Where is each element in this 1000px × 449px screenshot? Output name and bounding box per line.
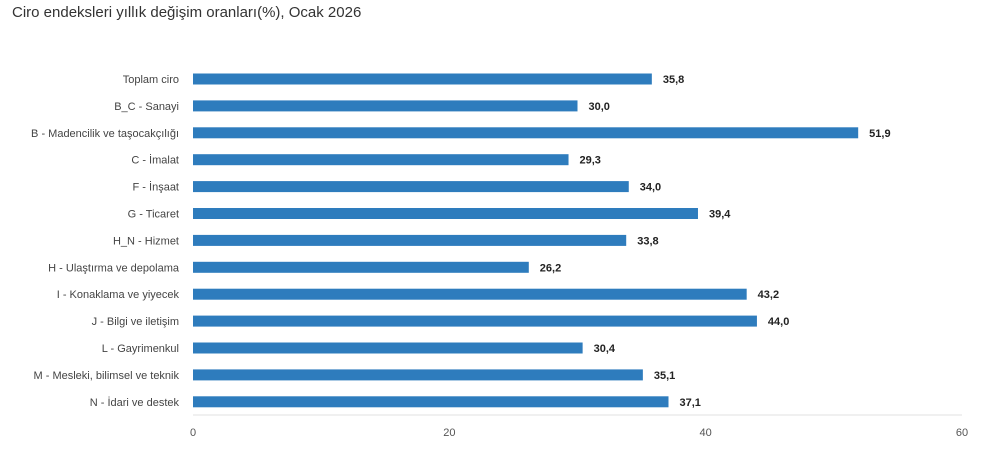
category-label: M - Mesleki, bilimsel ve teknik (34, 370, 180, 382)
data-label: 26,2 (540, 262, 561, 274)
data-label: 35,8 (663, 74, 684, 86)
data-label: 39,4 (709, 209, 731, 221)
category-label: G - Ticaret (128, 209, 179, 221)
data-label: 51,9 (869, 128, 890, 140)
x-tick-label: 0 (190, 427, 196, 439)
data-label: 33,8 (637, 235, 658, 247)
bar[interactable] (193, 127, 859, 139)
bar[interactable] (193, 315, 757, 327)
x-tick-label: 60 (956, 427, 968, 439)
data-label: 34,0 (640, 182, 661, 194)
data-label: 44,0 (768, 316, 789, 328)
bar[interactable] (193, 342, 583, 354)
data-label: 37,1 (679, 397, 700, 409)
category-label: Toplam ciro (123, 74, 179, 86)
data-label: 35,1 (654, 370, 675, 382)
bar[interactable] (193, 234, 627, 246)
bar[interactable] (193, 261, 529, 273)
category-label: N - İdari ve destek (90, 396, 180, 409)
bar[interactable] (193, 100, 578, 112)
chart-title: Ciro endeksleri yıllık değişim oranları(… (12, 4, 362, 21)
category-label: H_N - Hizmet (113, 235, 179, 247)
bar[interactable] (193, 208, 698, 219)
data-label: 43,2 (758, 289, 779, 301)
bar[interactable] (193, 396, 669, 408)
data-label: 30,4 (594, 343, 616, 355)
bar[interactable] (193, 154, 569, 166)
category-label: F - İnşaat (133, 181, 179, 194)
category-label: L - Gayrimenkul (102, 343, 179, 355)
category-label: B_C - Sanayi (114, 101, 179, 113)
bar[interactable] (193, 369, 643, 381)
category-label: I - Konaklama ve yiyecek (57, 289, 180, 301)
category-label: H - Ulaştırma ve depolama (48, 262, 180, 274)
x-tick-label: 40 (700, 427, 712, 439)
bar[interactable] (193, 288, 747, 300)
category-label: J - Bilgi ve iletişim (92, 316, 179, 328)
category-label: C - İmalat (131, 154, 179, 167)
data-label: 30,0 (589, 101, 610, 113)
bar[interactable] (193, 73, 652, 85)
data-label: 29,3 (580, 155, 601, 167)
x-tick-label: 20 (443, 427, 455, 439)
bar[interactable] (193, 181, 629, 193)
category-label: B - Madencilik ve taşocakçılığı (31, 128, 179, 140)
